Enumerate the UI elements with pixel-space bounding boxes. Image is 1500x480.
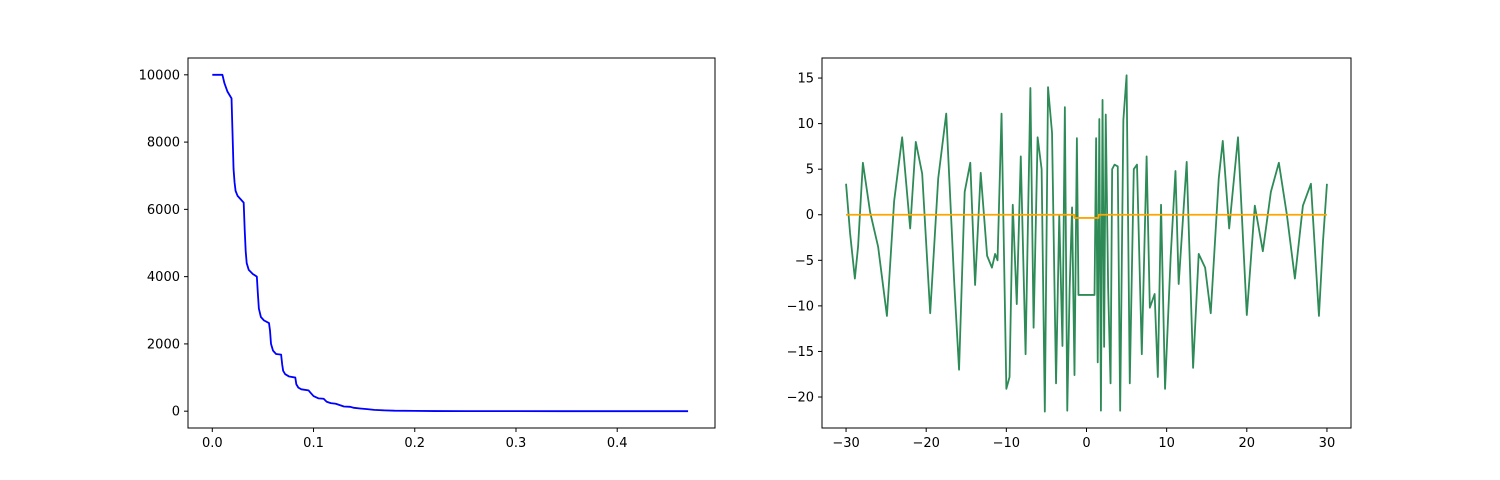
y-tick-label: 0 (806, 208, 814, 223)
y-tick-label: −5 (795, 254, 814, 269)
x-tick-label: 0.3 (506, 436, 527, 451)
series-line-0 (845, 74, 1328, 413)
y-tick-label: 2000 (147, 337, 180, 352)
x-tick-label: 0.0 (202, 436, 223, 451)
x-tick-label: −30 (832, 436, 859, 451)
y-tick-label: 5 (806, 163, 814, 178)
y-tick-label: 4000 (147, 270, 180, 285)
x-tick-label: −10 (993, 436, 1020, 451)
y-tick-label: −10 (787, 299, 814, 314)
axes-frame (821, 57, 1352, 429)
y-tick-label: 0 (172, 405, 180, 420)
x-tick-label: 0.2 (404, 436, 425, 451)
y-tick-label: 10000 (139, 68, 180, 83)
right-chart: −30 −20 −10 0 10 20 30 −20 −15 −10 −5 0 5 10 15 (787, 57, 1352, 451)
x-tick-label: 0 (1082, 436, 1090, 451)
y-tick-label: −15 (787, 345, 814, 360)
x-tick-label: 10 (1158, 436, 1175, 451)
series-line-0 (212, 73, 689, 413)
x-tick-label: 0.1 (303, 436, 324, 451)
y-tick-label: −20 (787, 391, 814, 406)
y-tick-label: 8000 (147, 136, 180, 151)
left-chart: 0.0 0.1 0.2 0.3 0.4 0 2000 4000 6000 8000 10000 (139, 57, 716, 451)
x-tick-label: 30 (1319, 436, 1336, 451)
x-tick-label: 20 (1239, 436, 1256, 451)
y-tick-label: 6000 (147, 203, 180, 218)
series-line-1 (846, 213, 1327, 219)
y-tick-label: 10 (797, 117, 814, 132)
x-tick-label: −20 (912, 436, 939, 451)
y-tick-label: 15 (797, 72, 814, 87)
x-tick-label: 0.4 (607, 436, 628, 451)
axes-frame (187, 57, 716, 429)
